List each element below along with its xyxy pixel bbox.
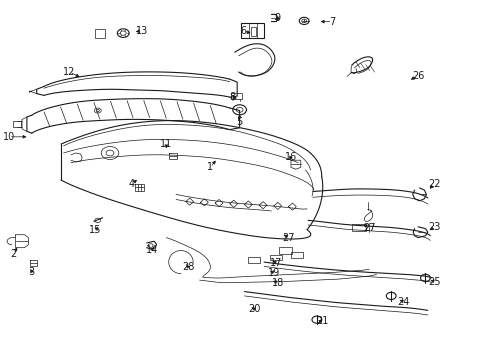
Text: 19: 19	[267, 267, 280, 278]
Bar	[95, 29, 105, 38]
Text: 5: 5	[236, 117, 242, 127]
Text: 12: 12	[63, 67, 76, 77]
Bar	[291, 252, 303, 258]
Bar	[351, 224, 365, 231]
Text: 1: 1	[207, 162, 213, 172]
Text: 15: 15	[89, 225, 102, 235]
Text: 11: 11	[160, 139, 172, 149]
Text: 8: 8	[229, 92, 235, 102]
Text: 22: 22	[427, 179, 440, 189]
Text: 18: 18	[271, 278, 284, 288]
Text: 14: 14	[145, 245, 158, 255]
Text: 21: 21	[316, 316, 328, 326]
Text: 6: 6	[240, 26, 245, 36]
Text: 23: 23	[427, 222, 440, 232]
Text: 27: 27	[282, 233, 294, 243]
Text: 24: 24	[396, 297, 409, 307]
Text: 17: 17	[269, 258, 282, 268]
Text: 13: 13	[135, 26, 148, 36]
Bar	[251, 27, 256, 36]
Bar	[278, 247, 292, 254]
Text: 16: 16	[284, 152, 297, 162]
Bar	[240, 23, 264, 38]
Text: 2: 2	[11, 249, 17, 259]
Bar	[248, 257, 260, 263]
Text: 10: 10	[2, 132, 15, 142]
Text: 20: 20	[247, 304, 260, 314]
Bar	[13, 121, 20, 127]
Bar	[270, 255, 282, 260]
Text: 3: 3	[29, 267, 35, 277]
Text: 25: 25	[427, 276, 440, 287]
Text: 7: 7	[329, 17, 335, 27]
Text: 28: 28	[182, 262, 194, 272]
Text: 27: 27	[362, 222, 375, 233]
Text: 9: 9	[274, 13, 280, 23]
Text: 26: 26	[411, 71, 424, 81]
Text: 4: 4	[129, 179, 135, 189]
Bar	[230, 93, 241, 99]
